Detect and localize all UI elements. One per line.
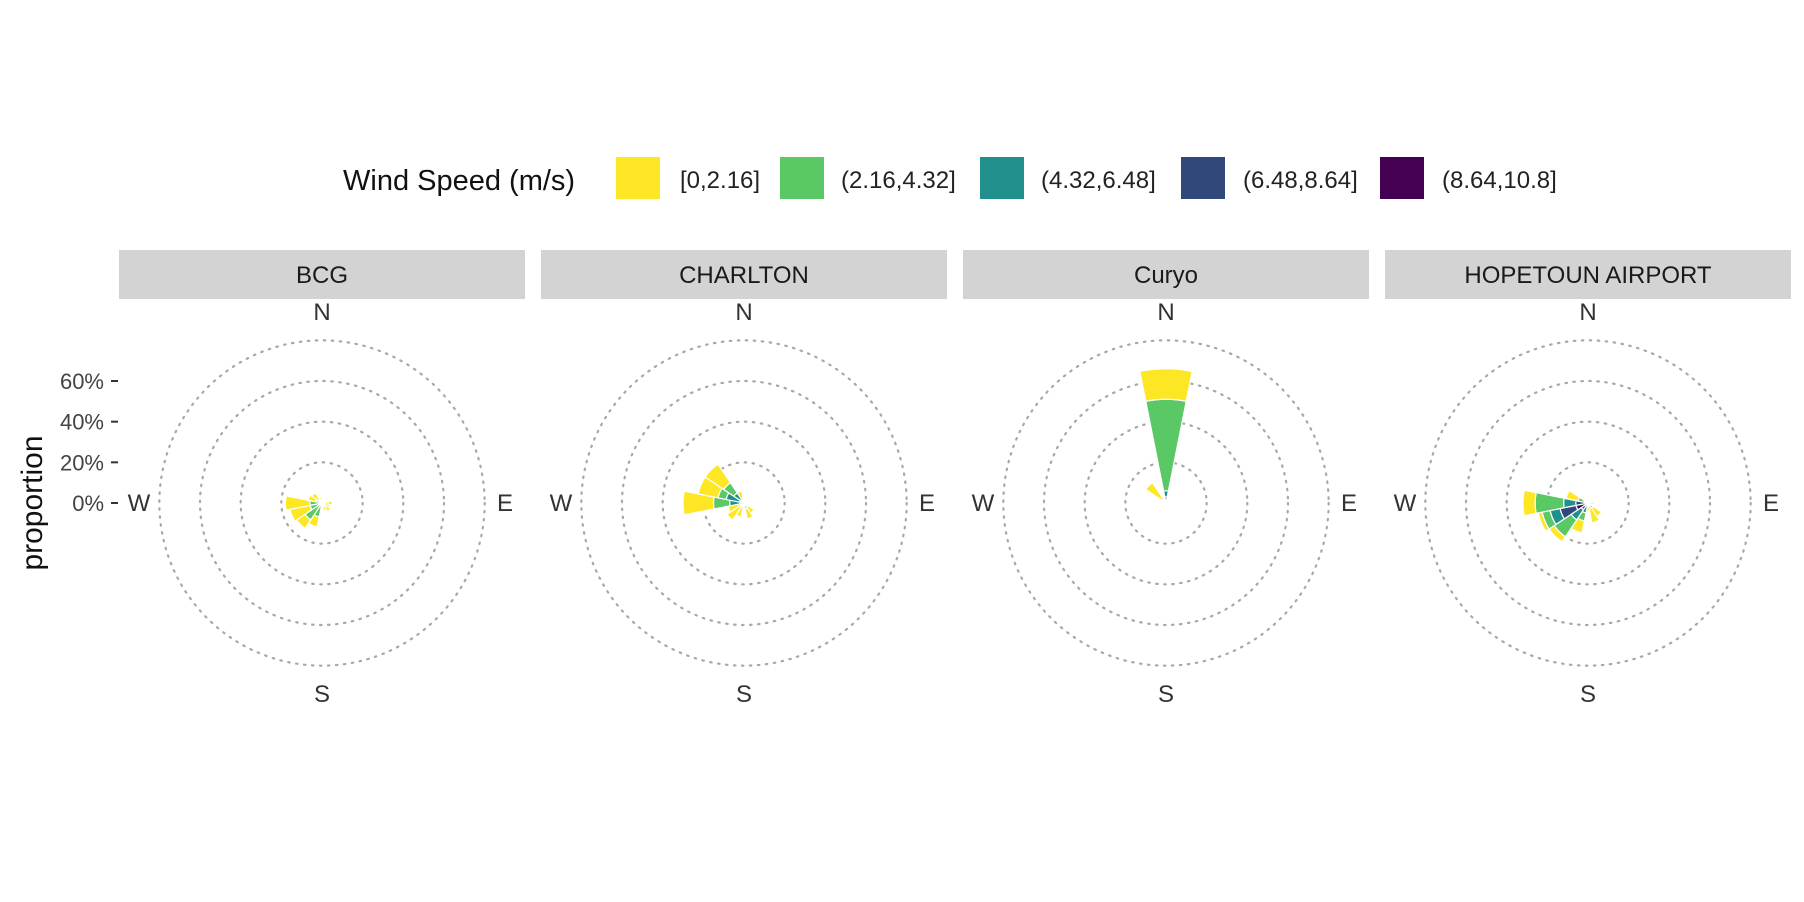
grid-circle [280,461,364,545]
facet-strip [119,250,525,299]
compass-label-w: W [972,490,995,517]
facet-strip-label: Curyo [1134,262,1198,289]
wind-rose-bars [1139,368,1193,504]
legend-label: (6.48,8.64] [1243,167,1358,194]
y-axis-tick-label: 40% [60,410,104,435]
facet-panel: CHARLTON N E S W [541,250,947,708]
y-axis-ticks: 0% 20% 40% 60% [60,369,118,516]
wind-bar-segment [1565,489,1581,502]
facet-strip-label: BCG [296,262,348,289]
wind-rose-bars [682,463,755,521]
compass-label-n: N [735,299,752,326]
compass-label-s: S [314,681,330,708]
grid-circle [1083,420,1249,586]
grid-circle [661,420,827,586]
legend-label: (4.32,6.48] [1041,167,1156,194]
legend-title: Wind Speed (m/s) [343,165,575,197]
wind-bar-segment [1139,368,1193,402]
legend-swatch [1380,157,1424,199]
wind-bar-segment [1145,398,1187,492]
compass-label-e: E [497,490,513,517]
y-axis-title: proportion [16,435,49,570]
y-axis-tick-label: 20% [60,450,104,475]
compass-label-n: N [1157,299,1174,326]
legend-swatch [780,157,824,199]
wind-bar-segment [1522,489,1537,517]
grid-circle [580,339,908,667]
grid-circle [1002,339,1330,667]
wind-rose-bars [284,492,333,530]
facet-strip [1385,250,1791,299]
facet-strip [541,250,947,299]
grid-circle [158,339,486,667]
wind-bar-segment [1162,490,1170,498]
facet-panel: Curyo N E S W [963,250,1369,708]
compass-label-e: E [919,490,935,517]
grid-circle [1042,379,1290,627]
wind-bar-segment [321,502,328,512]
legend-swatch [1181,157,1225,199]
grid-circle [620,379,868,627]
facet-strip-label: CHARLTON [679,262,809,289]
compass-label-w: W [550,490,573,517]
wind-rose-bars [1522,489,1603,543]
wind-bar-segment [744,507,754,520]
compass-label-w: W [128,490,151,517]
grid-circle [1424,339,1752,667]
legend-label: [0,2.16] [680,167,760,194]
grid-circle [198,379,446,627]
compass-label-w: W [1394,490,1417,517]
facet-strip [963,250,1369,299]
grid-circle [1464,379,1712,627]
grid-circle [1505,420,1671,586]
grid-circle [239,420,405,586]
compass-label-s: S [1580,681,1596,708]
wind-bar-segment [736,490,744,501]
compass-label-n: N [313,299,330,326]
legend-label: (8.64,10.8] [1442,167,1557,194]
compass-label-n: N [1579,299,1596,326]
facet-panel: BCG N E S W [119,250,525,708]
y-axis: proportion 0% 20% 40% 60% [16,369,118,571]
wind-bar-segment [1144,481,1165,502]
compass-label-s: S [736,681,752,708]
wind-bar-segment [1584,498,1589,504]
facet-panel: HOPETOUN AIRPORT N E S W [1385,250,1791,708]
compass-label-e: E [1763,490,1779,517]
facet-strip-label: HOPETOUN AIRPORT [1464,262,1712,289]
y-axis-tick-label: 0% [72,491,104,516]
legend-items: [0,2.16] (2.16,4.32] (4.32,6.48] (6.48,8.64… [616,157,1557,199]
compass-label-e: E [1341,490,1357,517]
y-axis-tick-label: 60% [60,369,104,394]
legend-label: (2.16,4.32] [841,167,956,194]
legend-swatch [980,157,1024,199]
wind-bar-segment [317,496,323,504]
compass-label-s: S [1158,681,1174,708]
legend: Wind Speed (m/s) [0,2.16] (2.16,4.32] (4.3… [343,157,1557,199]
wind-bar-segment [1587,501,1595,505]
wind-bar-segment [704,463,732,491]
legend-swatch [616,157,660,199]
